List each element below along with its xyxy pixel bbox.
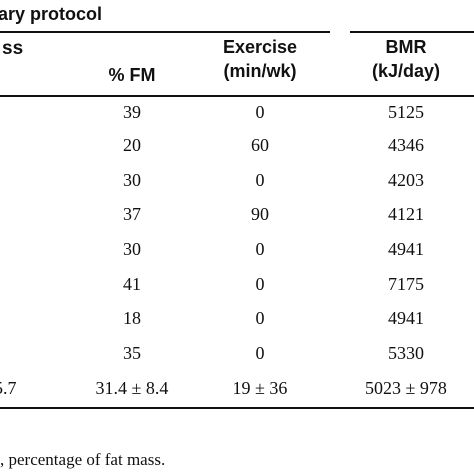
bmr-group-top-rule (350, 31, 474, 33)
cell-exercise: 0 (255, 102, 265, 122)
cell-exercise: 0 (255, 239, 265, 259)
header-bmr-line1: BMR (385, 37, 427, 57)
summary-bmr: 5023 ± 978 (365, 378, 447, 398)
cell-bmr: 4941 (388, 239, 424, 259)
summary-pct-fm: 31.4 ± 8.4 (95, 378, 169, 398)
cell-exercise: 0 (255, 343, 265, 363)
cell-bmr: 5125 (388, 102, 424, 122)
cell-bmr: 7175 (388, 274, 424, 294)
cell-exercise: 90 (251, 204, 269, 224)
header-bmr-line2: (kJ/day) (371, 61, 441, 81)
group-title-underline (0, 31, 330, 33)
header-left-fragment: ss (2, 38, 24, 59)
cell-pct-fm: 37 (123, 204, 141, 224)
cell-pct-fm: 30 (123, 239, 141, 259)
summary-exercise: 19 ± 36 (232, 378, 288, 398)
header-exercise-line2: (min/wk) (223, 61, 297, 81)
cell-pct-fm: 35 (123, 343, 141, 363)
cell-bmr: 5330 (388, 343, 424, 363)
table-bottom-rule (0, 407, 474, 409)
cell-bmr: 4203 (388, 170, 424, 190)
header-bottom-rule (0, 95, 474, 97)
table-footnote: , percentage of fat mass. (0, 450, 166, 469)
cell-pct-fm: 18 (123, 308, 141, 328)
cell-exercise: 0 (255, 274, 265, 294)
cell-pct-fm: 30 (123, 170, 141, 190)
table-group-title: ary protocol (0, 4, 103, 24)
cell-bmr: 4941 (388, 308, 424, 328)
cell-exercise: 60 (251, 135, 269, 155)
cell-pct-fm: 41 (123, 274, 141, 294)
cell-pct-fm: 39 (123, 102, 141, 122)
cell-exercise: 0 (255, 170, 265, 190)
cell-bmr: 4121 (388, 204, 424, 224)
cell-pct-fm: 20 (123, 135, 141, 155)
summary-left-fragment: 5.7 (0, 378, 17, 398)
header-pct-fm: % FM (108, 65, 156, 85)
cell-exercise: 0 (255, 308, 265, 328)
header-exercise-line1: Exercise (222, 37, 298, 57)
cell-bmr: 4346 (388, 135, 424, 155)
